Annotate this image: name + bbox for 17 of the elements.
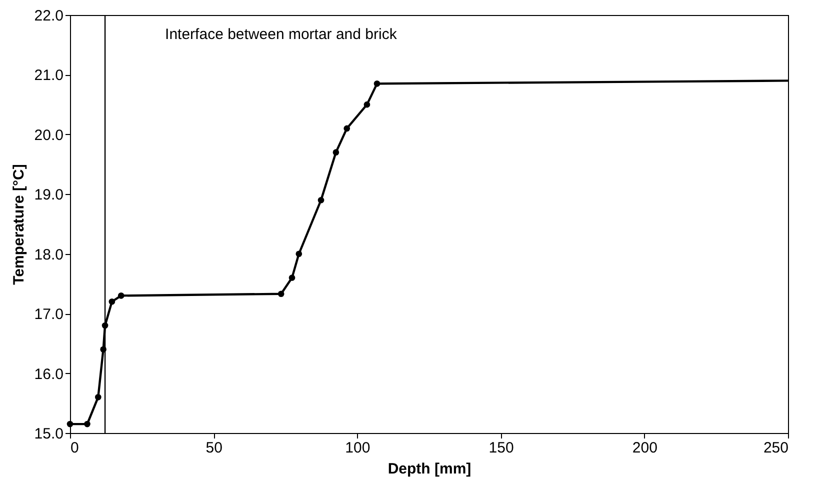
y-tick-label: 19.0 <box>34 186 64 204</box>
x-tick-label: 50 <box>206 440 222 456</box>
x-tick-label: 200 <box>632 440 658 456</box>
x-tick-label: 100 <box>345 440 370 456</box>
y-tick-label: 20.0 <box>34 126 64 144</box>
y-tick-label: 22.0 <box>34 8 64 24</box>
y-tick-label: 21.0 <box>34 67 64 84</box>
y-tick-label: 16.0 <box>34 366 64 383</box>
ref-line-label: Interface between mortar and brick <box>165 26 398 43</box>
y-tick-label: 18.0 <box>34 246 64 264</box>
x-axis-title: Depth [mm] <box>388 460 472 478</box>
x-tick-label: 0 <box>70 440 79 456</box>
x-tick-label: 150 <box>488 440 514 456</box>
y-tick-label: 17.0 <box>34 306 64 324</box>
y-axis-title: Temperature [°C] <box>10 164 28 285</box>
x-tick-label: 250 <box>763 440 788 456</box>
y-tick-label: 15.0 <box>34 426 64 442</box>
